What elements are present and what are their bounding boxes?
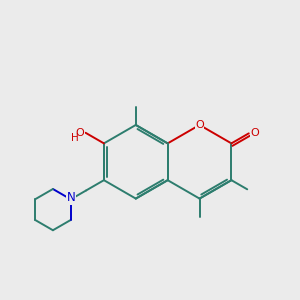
- Text: H: H: [71, 133, 79, 143]
- Text: O: O: [195, 120, 204, 130]
- Text: O: O: [75, 128, 84, 138]
- Text: O: O: [250, 128, 259, 138]
- Text: N: N: [66, 191, 75, 204]
